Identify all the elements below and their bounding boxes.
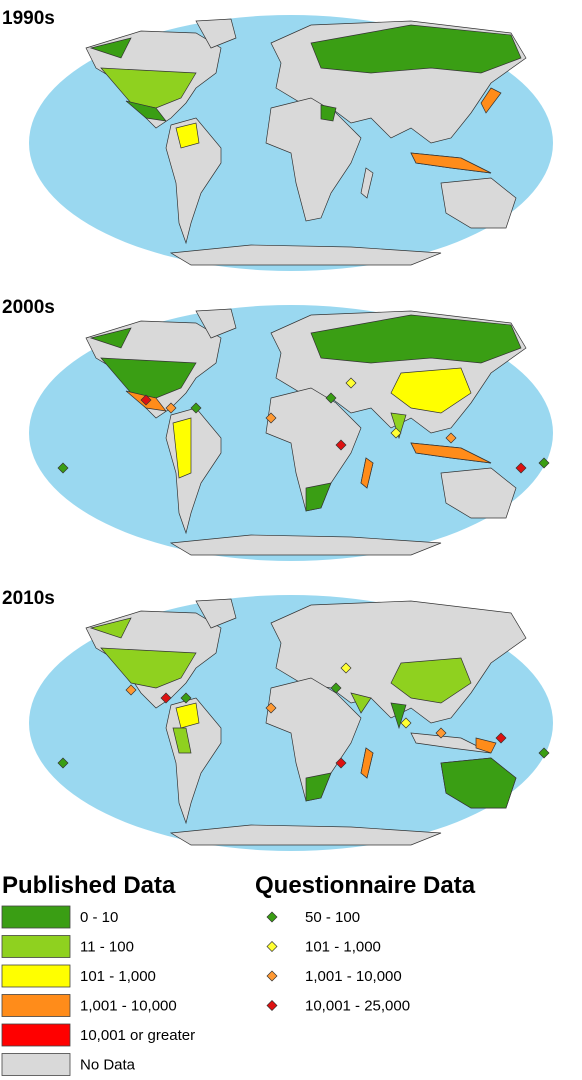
legend-label: 101 - 1,000 [80, 968, 156, 985]
legend-label: 10,001 or greater [80, 1027, 195, 1044]
legend-diamond [266, 941, 278, 952]
legend-swatch [1, 1053, 71, 1076]
map-2000s [29, 305, 553, 561]
legend: Published Data Questionnaire Data 0 - 10… [1, 872, 476, 1076]
legend-label: 11 - 100 [80, 939, 134, 956]
panel-label: 2000s [2, 297, 55, 318]
legend-diamond [266, 911, 278, 923]
legend-diamond [266, 970, 278, 982]
legend-label: 1,001 - 10,000 [305, 968, 402, 985]
map-1990s [29, 15, 553, 271]
panel-label: 2010s [2, 588, 55, 609]
legend-label: No Data [80, 1057, 136, 1074]
legend-title: Published Data [2, 872, 176, 899]
panel-label: 1990s [2, 8, 55, 29]
legend-title: Questionnaire Data [255, 872, 476, 899]
legend-swatch [1, 935, 71, 958]
legend-label: 1,001 - 10,000 [80, 998, 177, 1015]
legend-label: 50 - 100 [305, 909, 360, 926]
legend-label: 0 - 10 [80, 909, 118, 926]
map-2010s [29, 595, 553, 851]
legend-swatch [1, 994, 71, 1017]
legend-label: 101 - 1,000 [305, 939, 381, 956]
legend-swatch [1, 905, 71, 929]
legend-label: 10,001 - 25,000 [305, 998, 410, 1015]
legend-swatch [1, 1023, 71, 1047]
legend-diamond [266, 1000, 278, 1011]
legend-swatch [1, 964, 71, 988]
